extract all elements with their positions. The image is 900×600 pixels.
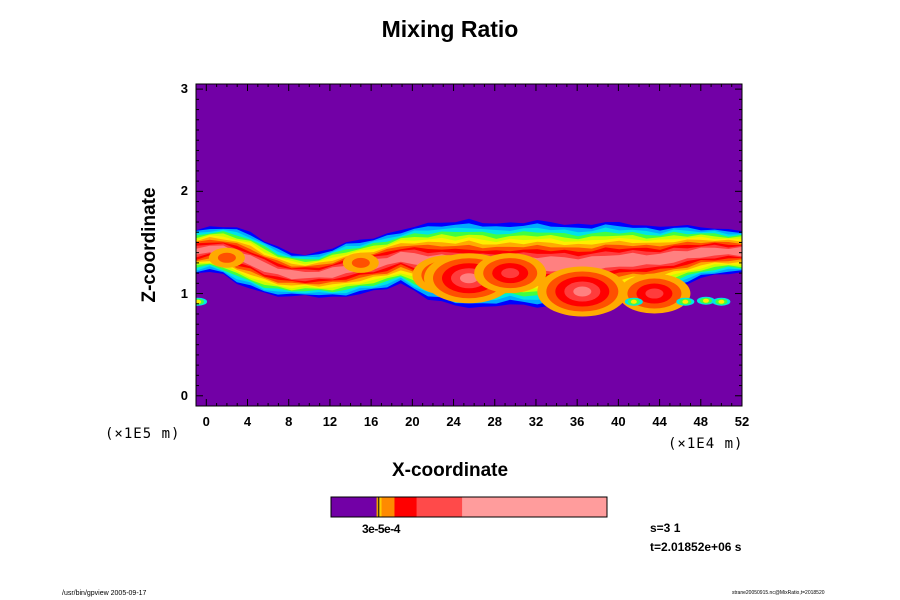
cloud-hot-spot	[460, 273, 478, 284]
colorbar-segment	[462, 497, 608, 517]
x-axis-label: X-coordinate	[391, 460, 509, 481]
cloud-cell	[630, 299, 637, 304]
cloud-hot-spot	[501, 268, 520, 279]
x-tick-label: 28	[487, 414, 502, 429]
y-tick-label: 3	[180, 81, 188, 97]
x-tick-label: 32	[528, 414, 544, 429]
cloud-hot-spot	[351, 257, 370, 268]
cloud-cell	[682, 299, 689, 304]
x-tick-label: 20	[405, 414, 420, 429]
footer-right: strane20050915.nc@MixRatio,t=2018520	[732, 590, 825, 596]
cloud-hot-spot	[573, 286, 592, 297]
colorbar-segment	[379, 497, 383, 517]
x-tick-label: 16	[363, 414, 379, 429]
cloud-cell	[196, 299, 202, 304]
y-unit-label: (×1E5 m)	[105, 426, 181, 442]
x-tick-label: 48	[693, 414, 709, 429]
y-tick-label: 2	[180, 183, 188, 199]
x-tick-label: 24	[446, 414, 461, 429]
x-tick-label: 36	[569, 414, 585, 429]
x-tick-label: 44	[652, 414, 667, 429]
chart-title: Mixing Ratio	[381, 16, 519, 42]
colorbar-label: 3e-5e-4	[362, 522, 400, 536]
colorbar	[330, 496, 608, 518]
info-t-text: t=2.01852e+06 s	[650, 540, 742, 554]
x-tick-label: 52	[734, 414, 750, 429]
cloud-cell	[718, 299, 725, 304]
plot-frame	[195, 83, 743, 407]
x-tick-label: 40	[611, 414, 626, 429]
x-tick-label: 8	[285, 414, 293, 429]
colorbar-frame	[330, 496, 608, 518]
colorbar-segment	[378, 497, 380, 517]
colorbar-segment	[394, 497, 418, 517]
colorbar-segment	[376, 497, 379, 517]
colorbar-segment	[381, 497, 395, 517]
cloud-hot-spot	[217, 252, 236, 263]
x-tick-label: 4	[243, 414, 252, 429]
cloud-field	[196, 218, 742, 317]
colorbar-segment	[331, 497, 378, 517]
axis-ticks	[196, 84, 743, 406]
colorbar-segment	[416, 497, 463, 517]
y-tick-label: 0	[180, 387, 188, 403]
cloud-cell	[702, 298, 709, 303]
info-s-text: s=3 1	[650, 521, 681, 535]
cloud-hot-spot	[645, 288, 664, 299]
x-tick-label: 12	[322, 414, 338, 429]
x-tick-label: 0	[202, 414, 210, 429]
y-tick-label: 1	[180, 285, 188, 301]
footer-left: /usr/bin/gpview 2005-09-17	[62, 590, 147, 597]
x-unit-label: (×1E4 m)	[668, 436, 744, 452]
y-axis-label: Z-coordinate	[139, 187, 160, 303]
